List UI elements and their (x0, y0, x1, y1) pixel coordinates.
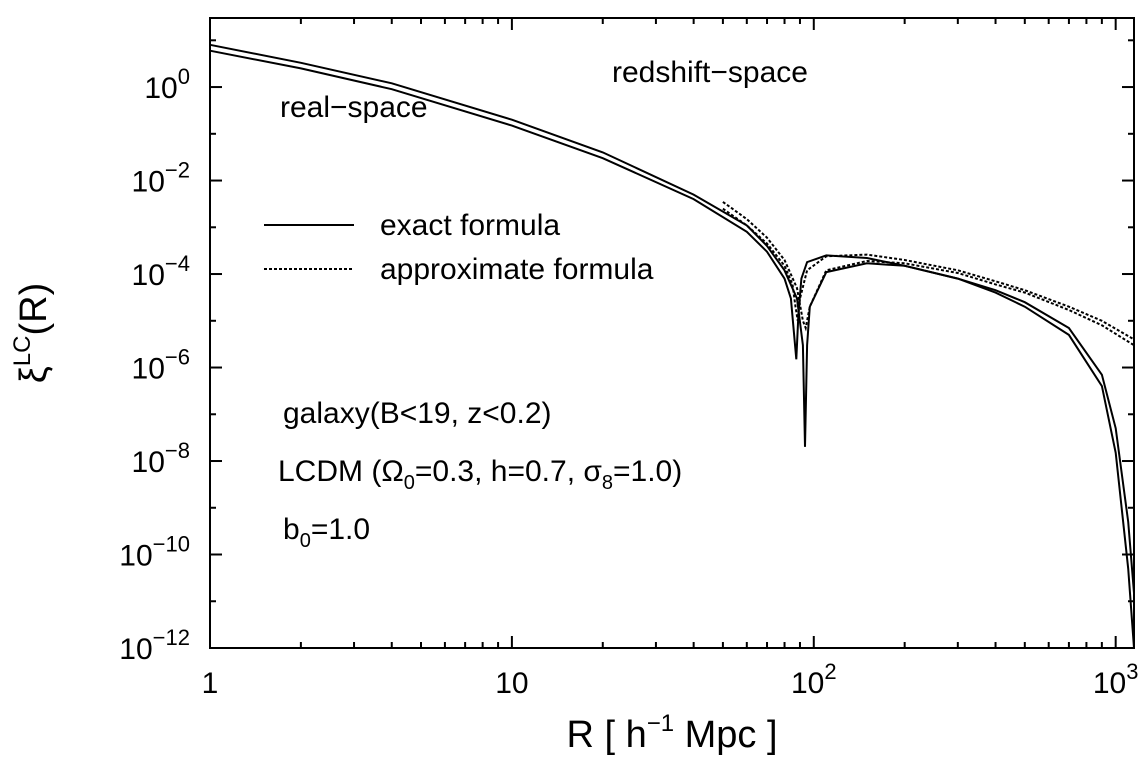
y-tick-label: 10−12 (119, 625, 190, 666)
legend-label-approximate: approximate formula (380, 253, 654, 286)
annotation-bias: b0=1.0 (283, 513, 370, 552)
series-2-dashed-line (722, 207, 1135, 341)
annotation-cosmology: LCDM (Ω0=0.3, h=0.7, σ8=1.0) (278, 455, 682, 494)
x-tick-label: 102 (791, 659, 837, 700)
x-tick-label: 103 (1093, 659, 1139, 700)
y-tick-label: 10−8 (132, 438, 190, 479)
y-tick-label: 10−10 (119, 532, 190, 573)
series-0-solid-line (209, 49, 1135, 649)
y-axis-label: ξLC(R) (9, 283, 55, 383)
annotation-redshift-space: redshift−space (612, 56, 808, 89)
y-tick-label: 100 (144, 64, 190, 105)
x-tick-label: 1 (202, 667, 219, 700)
legend-label-exact: exact formula (380, 209, 560, 242)
y-tick-label: 10−2 (132, 158, 190, 199)
annotation-galaxy-sample: galaxy(B<19, z<0.2) (283, 397, 552, 430)
plot-frame (209, 17, 1135, 649)
series-3-dashed-line (722, 201, 1135, 347)
axis-ticks (209, 18, 1134, 649)
x-tick-label: 10 (495, 667, 528, 700)
annotation-real-space: real−space (280, 91, 428, 124)
axis-tick-labels: 1 10 102 103 100 10−2 10−4 10−6 10−8 10−10 10−12 (119, 64, 1138, 700)
y-tick-label: 10−4 (132, 251, 190, 292)
y-tick-label: 10−6 (132, 345, 190, 386)
series-1-solid-line (209, 43, 1135, 594)
x-axis-label: R [ h−1 Mpc ] (566, 710, 777, 756)
legend: exact formula approximate formula (264, 209, 654, 286)
chart-curves (209, 43, 1135, 649)
